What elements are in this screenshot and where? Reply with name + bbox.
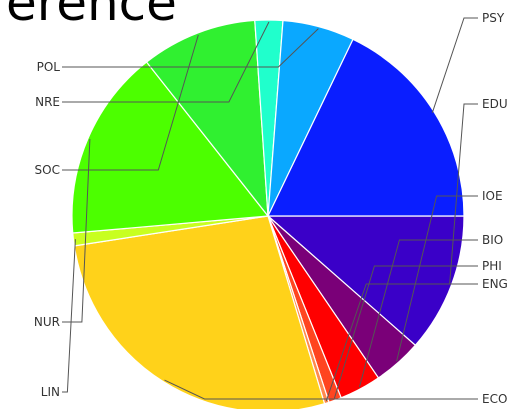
slice-edu bbox=[266, 215, 465, 347]
leader-line-soc bbox=[62, 34, 199, 171]
slice-soc bbox=[145, 19, 269, 218]
slice-labels: EDU IOE BIO PHI ENG ECO LIN NUR SOC NRE POL PSY bbox=[34, 11, 508, 406]
slice-label-pol: POL bbox=[37, 60, 61, 74]
leader-line-psy bbox=[431, 17, 478, 113]
leader-line-ioe bbox=[396, 195, 478, 362]
slice-label-eng: ENG bbox=[482, 277, 508, 291]
slice-label-lin: LIN bbox=[41, 385, 60, 399]
leader-line-eco bbox=[164, 379, 478, 400]
title-fragment: erence bbox=[6, 0, 177, 32]
slice-eco bbox=[73, 215, 326, 409]
slice-label-bio: BIO bbox=[482, 233, 503, 247]
slice-label-soc: SOC bbox=[35, 163, 60, 177]
slice-label-phi: PHI bbox=[482, 259, 502, 273]
leader-line-lin bbox=[62, 239, 76, 393]
label-leader-lines bbox=[62, 17, 478, 402]
leader-line-nre bbox=[62, 21, 270, 103]
slice-label-psy: PSY bbox=[482, 11, 505, 25]
leader-line-edu bbox=[449, 103, 478, 285]
slice-nur bbox=[71, 61, 270, 234]
leader-line-eng bbox=[325, 283, 478, 402]
leader-line-pol bbox=[62, 28, 319, 68]
slice-label-ioe: IOE bbox=[482, 189, 503, 203]
slice-label-nur: NUR bbox=[34, 315, 60, 329]
slice-label-edu: EDU bbox=[482, 97, 508, 111]
leader-line-phi bbox=[333, 265, 478, 399]
slice-psy bbox=[267, 38, 465, 217]
slice-label-eco: ECO bbox=[482, 392, 507, 406]
pie-slices bbox=[71, 19, 465, 409]
leader-line-nur bbox=[62, 138, 91, 323]
leader-line-bio bbox=[358, 239, 478, 388]
slice-label-nre: NRE bbox=[35, 95, 60, 109]
